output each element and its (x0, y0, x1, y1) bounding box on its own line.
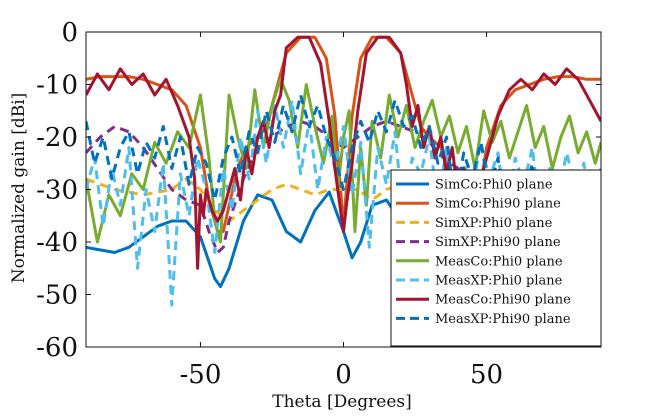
y-tick-label: -50 (36, 281, 78, 311)
legend-entry: MeasXP:Phi90 plane (435, 312, 571, 327)
series-line-5 (86, 77, 601, 244)
x-tick-label: -50 (180, 360, 222, 390)
legend-entry: SimCo:Phi0 plane (435, 178, 553, 193)
axes: 0 -10 -20 -30 -40 -50 -60 -50 0 50 (36, 18, 602, 390)
legend-entry: SimXP:Phi0 plane (435, 216, 553, 231)
x-axis-label: Theta [Degrees] (272, 392, 412, 412)
y-tick-label: -60 (36, 333, 78, 363)
y-tick-label: -30 (36, 176, 78, 206)
legend-entry: MeasCo:Phi0 plane (435, 254, 563, 269)
legend-box (390, 169, 602, 347)
y-tick-label: -40 (36, 228, 78, 258)
legend-entry: SimXP:Phi90 plane (435, 235, 561, 250)
legend-entry: SimCo:Phi90 plane (435, 197, 561, 212)
legend-entry: MeasCo:Phi90 plane (435, 293, 571, 308)
legend-entry: MeasXP:Phi0 plane (435, 274, 563, 289)
y-tick-label: -10 (36, 71, 78, 101)
y-tick-label: -20 (36, 123, 78, 153)
legend: SimCo:Phi0 plane SimCo:Phi90 plane SimXP:P… (390, 169, 602, 347)
y-axis-label: Normalized gain [dBi] (9, 93, 29, 284)
x-tick-label: 0 (335, 360, 352, 390)
y-tick-label: 0 (61, 18, 78, 48)
x-tick-label: 50 (470, 360, 503, 390)
series-line-6 (86, 98, 601, 307)
